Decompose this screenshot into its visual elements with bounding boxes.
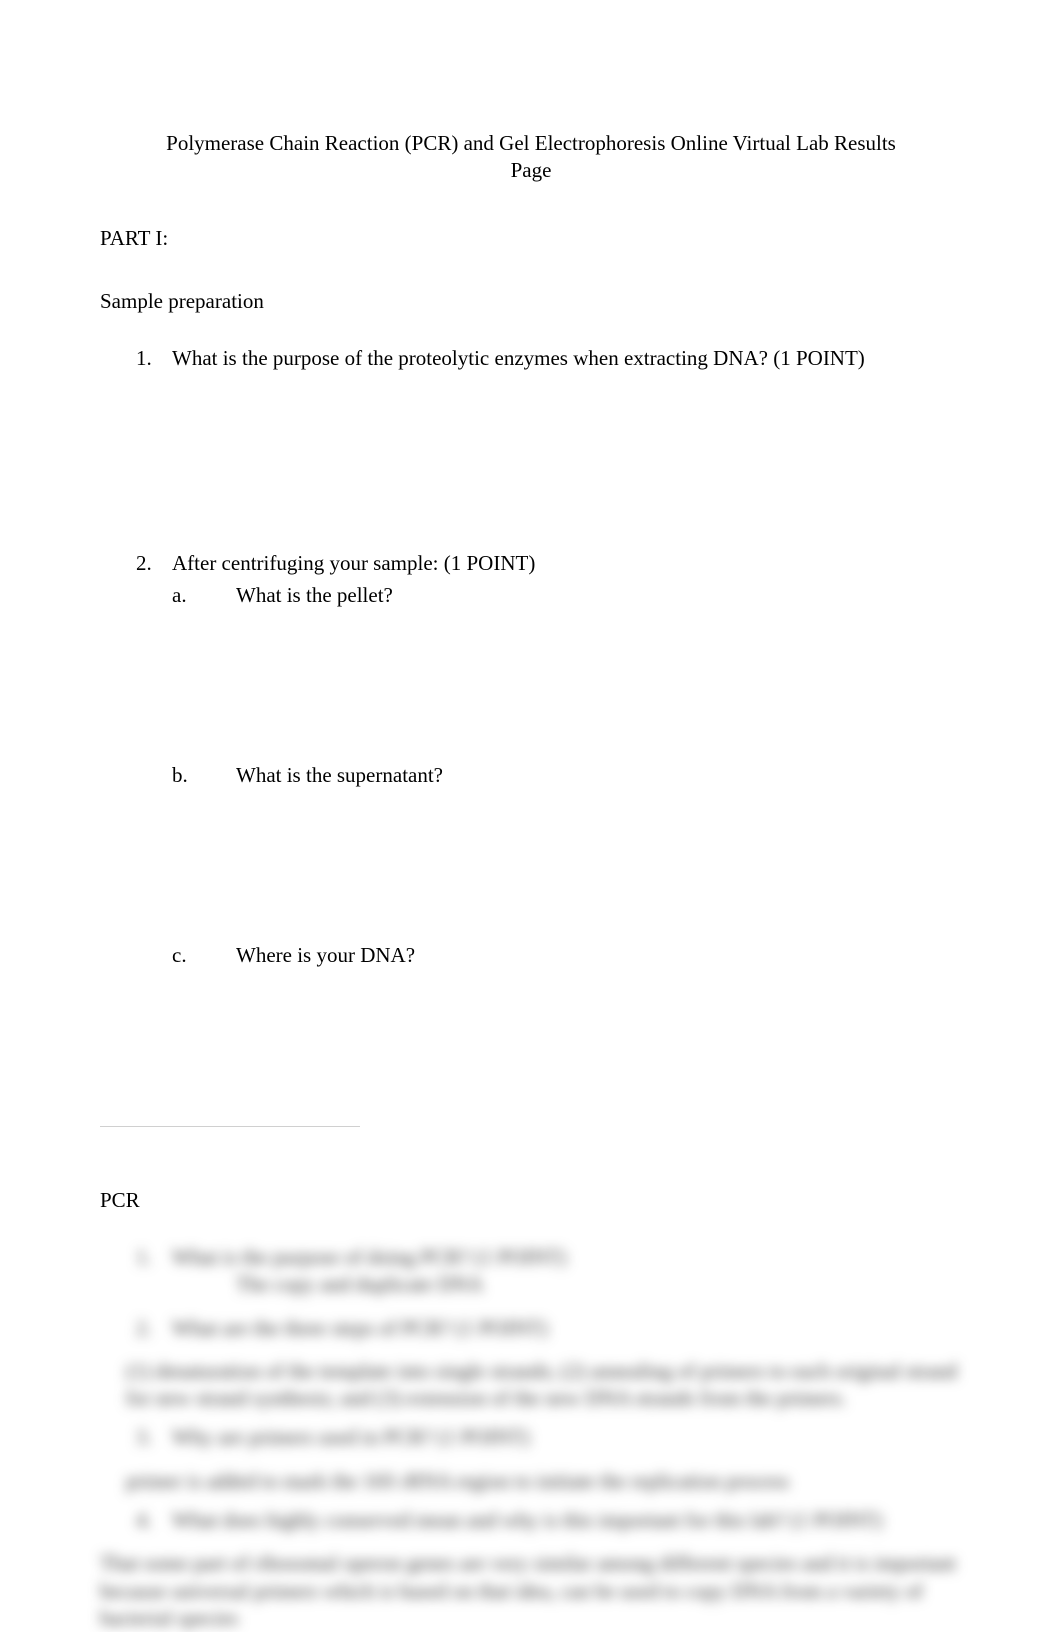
- question-2: 2. After centrifuging your sample: (1 PO…: [136, 550, 962, 977]
- question-text: What is the purpose of the proteolytic e…: [172, 345, 962, 372]
- answer-text: (1) denaturation of the template into si…: [126, 1358, 962, 1413]
- sub-question-a: a. What is the pellet?: [172, 582, 962, 609]
- blurred-question-4: 4. What does highly conserved mean and w…: [136, 1507, 962, 1534]
- question-number: 3.: [136, 1424, 172, 1451]
- blurred-content: 1. What is the purpose of doing PCR? (1 …: [100, 1244, 962, 1632]
- question-text: What does highly conserved mean and why …: [172, 1507, 962, 1534]
- questions-list: 1. What is the purpose of the proteolyti…: [100, 345, 962, 977]
- sub-letter: a.: [172, 582, 236, 609]
- blurred-question-1: 1. What is the purpose of doing PCR? (1 …: [136, 1244, 962, 1299]
- question-number: 4.: [136, 1507, 172, 1534]
- blurred-question-2: 2. What are the three steps of PCR? (1 P…: [136, 1315, 962, 1342]
- question-1: 1. What is the purpose of the proteolyti…: [136, 345, 962, 372]
- blurred-question-3: 3. Why are primers used in PCR? (1 POINT…: [136, 1424, 962, 1451]
- sub-text: What is the supernatant?: [236, 762, 443, 789]
- part-label: PART I:: [100, 225, 962, 252]
- answer-text: primer is added to mark the 16S rRNA reg…: [126, 1468, 962, 1495]
- answer-space: [172, 797, 962, 942]
- answer-space: [172, 617, 962, 762]
- answer-space: [100, 986, 962, 1106]
- sub-letter: c.: [172, 942, 236, 969]
- sub-text: Where is your DNA?: [236, 942, 415, 969]
- answer-space: [136, 380, 962, 550]
- question-text: After centrifuging your sample: (1 POINT…: [172, 550, 962, 577]
- document-title: Polymerase Chain Reaction (PCR) and Gel …: [156, 130, 906, 185]
- question-text: What are the three steps of PCR? (1 POIN…: [172, 1315, 962, 1342]
- question-number: 1.: [136, 345, 172, 372]
- question-text: Why are primers used in PCR? (1 POINT): [172, 1424, 962, 1451]
- answer-text: That some part of ribosomal operon genes…: [100, 1550, 962, 1632]
- sub-question-c: c. Where is your DNA?: [172, 942, 962, 969]
- pcr-heading: PCR: [100, 1187, 962, 1214]
- sub-text: What is the pellet?: [236, 582, 393, 609]
- sub-question-b: b. What is the supernatant?: [172, 762, 962, 789]
- sub-questions: a. What is the pellet? b. What is the su…: [172, 582, 962, 970]
- question-number: 2.: [136, 1315, 172, 1342]
- question-number: 2.: [136, 550, 172, 977]
- question-number: 1.: [136, 1244, 172, 1299]
- answer-text: The copy and duplicate DNA: [172, 1271, 962, 1298]
- section-divider: [100, 1126, 360, 1127]
- sample-prep-heading: Sample preparation: [100, 288, 962, 315]
- question-text: What is the purpose of doing PCR? (1 POI…: [172, 1244, 962, 1271]
- sub-letter: b.: [172, 762, 236, 789]
